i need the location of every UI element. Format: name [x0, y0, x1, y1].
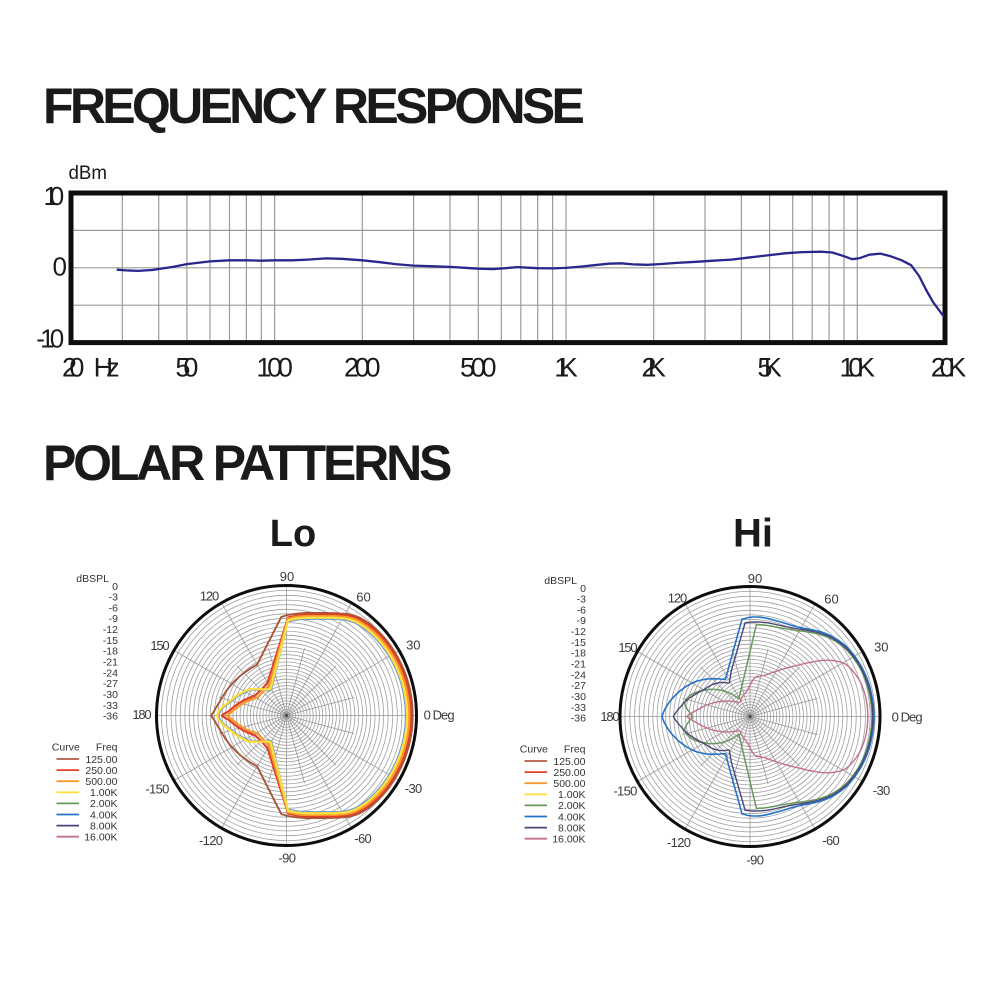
svg-text:-150: -150 [145, 782, 169, 797]
svg-text:16.00K: 16.00K [552, 834, 585, 846]
svg-text:-27: -27 [571, 680, 586, 692]
svg-text:30: 30 [406, 638, 420, 653]
svg-text:125.00: 125.00 [85, 754, 117, 766]
svg-text:-120: -120 [199, 833, 223, 848]
svg-text:-12: -12 [571, 626, 586, 638]
svg-text:-30: -30 [873, 783, 891, 798]
svg-text:POLAR PATTERNS: POLAR PATTERNS [43, 435, 451, 491]
svg-text:-120: -120 [667, 835, 691, 850]
svg-text:0: 0 [53, 252, 67, 282]
svg-text:20K: 20K [931, 353, 967, 383]
svg-text:-24: -24 [103, 667, 118, 679]
svg-text:-60: -60 [354, 831, 372, 846]
svg-text:5K: 5K [757, 353, 782, 383]
svg-text:-6: -6 [577, 604, 586, 616]
svg-text:120: 120 [668, 591, 687, 606]
svg-text:-36: -36 [103, 711, 118, 723]
svg-text:-18: -18 [571, 648, 586, 660]
svg-text:-36: -36 [571, 713, 586, 725]
svg-text:250.00: 250.00 [553, 767, 585, 779]
svg-text:-60: -60 [822, 833, 840, 848]
svg-text:-24: -24 [571, 669, 586, 681]
svg-text:150: 150 [150, 638, 169, 653]
svg-text:30: 30 [874, 640, 888, 655]
svg-text:Freq: Freq [96, 741, 118, 753]
svg-text:-9: -9 [577, 615, 586, 627]
svg-text:-30: -30 [571, 691, 586, 703]
svg-text:90: 90 [748, 571, 762, 586]
svg-text:150: 150 [618, 640, 637, 655]
svg-text:-10: -10 [36, 324, 64, 354]
svg-text:FREQUENCY RESPONSE: FREQUENCY RESPONSE [43, 78, 584, 134]
svg-text:-90: -90 [746, 852, 764, 867]
svg-text:-33: -33 [103, 700, 118, 712]
svg-text:500: 500 [460, 353, 497, 383]
svg-text:Hz: Hz [94, 353, 120, 383]
svg-text:250.00: 250.00 [85, 765, 117, 777]
svg-text:120: 120 [200, 589, 219, 604]
svg-text:8.00K: 8.00K [558, 822, 585, 834]
svg-text:-30: -30 [405, 781, 423, 796]
svg-text:10: 10 [44, 181, 65, 211]
svg-text:50: 50 [175, 353, 198, 383]
svg-text:-12: -12 [103, 624, 118, 636]
svg-text:-90: -90 [278, 850, 296, 865]
svg-text:-6: -6 [109, 602, 118, 614]
svg-text:180: 180 [132, 707, 151, 722]
svg-text:200: 200 [344, 353, 381, 383]
svg-text:-21: -21 [571, 659, 586, 671]
svg-text:2K: 2K [641, 353, 666, 383]
svg-text:125.00: 125.00 [553, 756, 585, 768]
svg-text:1.00K: 1.00K [558, 789, 585, 801]
svg-text:1K: 1K [554, 353, 578, 383]
svg-text:1.00K: 1.00K [90, 787, 117, 799]
svg-text:4.00K: 4.00K [90, 809, 117, 821]
svg-text:-21: -21 [103, 657, 118, 669]
svg-text:500.00: 500.00 [85, 776, 117, 788]
svg-text:16.00K: 16.00K [84, 832, 117, 844]
svg-text:dBm: dBm [69, 163, 108, 184]
svg-text:-27: -27 [103, 678, 118, 690]
svg-text:180: 180 [600, 709, 619, 724]
svg-text:-30: -30 [103, 689, 118, 701]
svg-text:-9: -9 [109, 613, 118, 625]
svg-text:-150: -150 [613, 784, 637, 799]
svg-text:10K: 10K [840, 353, 876, 383]
svg-text:0: 0 [112, 581, 118, 593]
svg-text:-15: -15 [103, 635, 118, 647]
svg-text:100: 100 [256, 353, 293, 383]
svg-text:4.00K: 4.00K [558, 811, 585, 823]
svg-text:-3: -3 [109, 592, 118, 604]
svg-text:0: 0 [580, 583, 586, 595]
svg-text:2.00K: 2.00K [90, 798, 117, 810]
svg-text:-33: -33 [571, 702, 586, 714]
svg-text:90: 90 [280, 569, 294, 584]
svg-text:dBSPL: dBSPL [76, 573, 109, 585]
svg-text:0 Deg: 0 Deg [424, 708, 455, 723]
svg-text:dBSPL: dBSPL [544, 575, 577, 587]
svg-text:Freq: Freq [564, 743, 586, 755]
svg-text:500.00: 500.00 [553, 778, 585, 790]
svg-text:-15: -15 [571, 637, 586, 649]
svg-text:Curve: Curve [52, 741, 80, 753]
svg-text:60: 60 [824, 592, 838, 607]
svg-text:0 Deg: 0 Deg [892, 710, 923, 725]
svg-text:60: 60 [356, 590, 370, 605]
svg-text:Hi: Hi [733, 512, 773, 556]
svg-text:Lo: Lo [270, 513, 316, 555]
svg-text:Curve: Curve [520, 743, 548, 755]
svg-text:-3: -3 [577, 594, 586, 606]
svg-text:20: 20 [62, 353, 85, 383]
svg-text:-18: -18 [103, 646, 118, 658]
svg-text:2.00K: 2.00K [558, 800, 585, 812]
svg-text:8.00K: 8.00K [90, 820, 117, 832]
